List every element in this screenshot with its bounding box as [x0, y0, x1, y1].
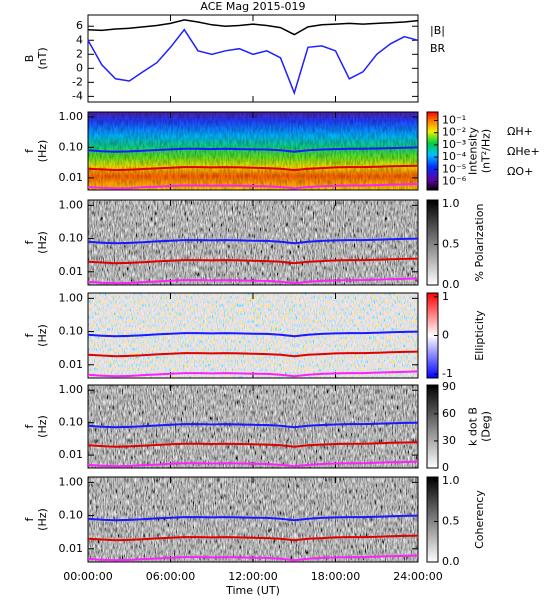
x-axis-label: Time (UT) [225, 584, 280, 597]
series-line [87, 183, 419, 190]
y-tick-label: 1.00 [59, 475, 84, 488]
y-tick-label: -2 [72, 75, 83, 88]
colorbar-tick-label: 10⁻² [442, 126, 466, 139]
y-axis-label: f [23, 423, 36, 428]
legend-label: ΩO+ [507, 165, 533, 178]
y-axis-label: (Hz) [36, 231, 49, 254]
colorbar-tick-label: 1.0 [442, 197, 460, 210]
x-tick-label: 18:00:00 [311, 570, 360, 583]
y-tick-label: 0.10 [59, 140, 84, 153]
series-line [87, 146, 419, 153]
colorbar-tick-label: -1 [442, 367, 453, 380]
series-line [87, 534, 419, 542]
y-axis-label: f [23, 239, 36, 244]
y-axis-label: (nT) [36, 47, 49, 69]
y-axis-label: (Hz) [36, 324, 49, 347]
colorbar [426, 199, 439, 286]
y-tick-label: 0.10 [59, 232, 84, 245]
colorbar-label: (nT²/Hz) [480, 129, 493, 173]
colorbar-tick-label: 10⁻⁵ [442, 162, 466, 175]
y-tick-label: -4 [72, 89, 83, 102]
y-axis-label: (Hz) [36, 140, 49, 163]
x-tick-label: 06:00:00 [146, 570, 195, 583]
series-line [87, 441, 419, 448]
colorbar-tick-label: 10⁻³ [442, 138, 466, 151]
colorbar-tick-label: 0.5 [442, 515, 460, 528]
series-line [87, 277, 419, 285]
colorbar-label: k dot B [467, 407, 480, 446]
colorbar-tick-label: 30 [442, 434, 456, 447]
y-tick-label: 0.01 [59, 265, 84, 278]
y-tick-label: 2 [76, 47, 83, 60]
y-tick-label: 6 [76, 19, 83, 32]
colorbar-label: Coherency [473, 490, 486, 549]
series-line [87, 19, 419, 36]
colorbar-label: Intensity [467, 127, 480, 175]
legend-label: ΩH+ [507, 125, 533, 138]
colorbar-tick-label: 10⁻⁴ [442, 150, 467, 163]
series-line [87, 370, 419, 378]
y-axis-label: f [23, 332, 36, 337]
x-tick-label: 24:00:00 [393, 570, 442, 583]
series-line [87, 421, 419, 429]
y-tick-label: 0.10 [59, 416, 84, 429]
y-tick-label: 4 [76, 33, 83, 46]
colorbar [426, 476, 439, 563]
y-axis-label: B [23, 55, 36, 63]
colorbar-tick-label: 0.0 [442, 278, 460, 291]
y-tick-label: 1.00 [59, 291, 84, 304]
colorbar-tick-label: 1.0 [442, 474, 460, 487]
colorbar-tick-label: 10⁻¹ [442, 114, 466, 127]
y-tick-label: 1.00 [59, 110, 84, 123]
colorbar-label: % Polarization [473, 204, 486, 282]
series-line [87, 237, 419, 245]
colorbar [426, 111, 439, 191]
series-line [87, 28, 419, 96]
x-tick-label: 12:00:00 [228, 570, 277, 583]
y-axis-label: f [23, 148, 36, 153]
colorbar-tick-label: 0.0 [442, 555, 460, 568]
colorbar-tick-label: 0 [442, 329, 449, 342]
chart-title: ACE Mag 2015-019 [200, 0, 305, 13]
legend-label: BR [430, 42, 446, 55]
y-tick-label: 0.10 [59, 509, 84, 522]
series-line [87, 257, 419, 265]
y-tick-label: 0.01 [59, 358, 84, 371]
series-line [87, 514, 419, 522]
colorbar-tick-label: 1 [442, 290, 449, 303]
y-axis-label: f [23, 516, 36, 521]
colorbar-label: Ellipticity [473, 310, 486, 361]
series-line [87, 330, 419, 338]
colorbar-tick-label: 10⁻⁶ [442, 174, 467, 187]
y-axis-label: (Hz) [36, 415, 49, 438]
y-tick-label: 1.00 [59, 198, 84, 211]
colorbar [426, 384, 439, 469]
y-tick-label: 0.10 [59, 325, 84, 338]
y-tick-label: 0.01 [59, 171, 84, 184]
series-line [87, 350, 419, 358]
series-line [87, 460, 419, 468]
legend-label: ΩHe+ [507, 145, 540, 158]
colorbar-label: (Deg) [480, 411, 493, 442]
y-axis-label: (Hz) [36, 508, 49, 531]
colorbar-tick-label: 90 [442, 380, 456, 393]
legend-label: |B| [430, 24, 445, 37]
colorbar-tick-label: 0.5 [442, 238, 460, 251]
colorbar-tick-label: 0 [442, 461, 449, 474]
colorbar-tick-label: 60 [442, 407, 456, 420]
series-line [87, 554, 419, 562]
y-tick-label: 0.01 [59, 448, 84, 461]
y-tick-label: 0.01 [59, 542, 84, 555]
y-tick-label: 1.00 [59, 383, 84, 396]
series-line [87, 164, 419, 172]
y-tick-label: 0 [76, 61, 83, 74]
x-tick-label: 00:00:00 [63, 570, 112, 583]
